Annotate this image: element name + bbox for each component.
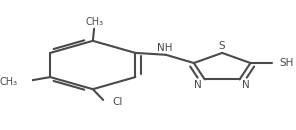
Text: NH: NH	[157, 43, 172, 53]
Text: CH₃: CH₃	[0, 77, 18, 87]
Text: S: S	[219, 41, 226, 51]
Text: N: N	[194, 80, 202, 90]
Text: N: N	[242, 80, 250, 90]
Text: CH₃: CH₃	[85, 17, 103, 27]
Text: SH: SH	[279, 58, 293, 68]
Text: Cl: Cl	[112, 97, 123, 107]
